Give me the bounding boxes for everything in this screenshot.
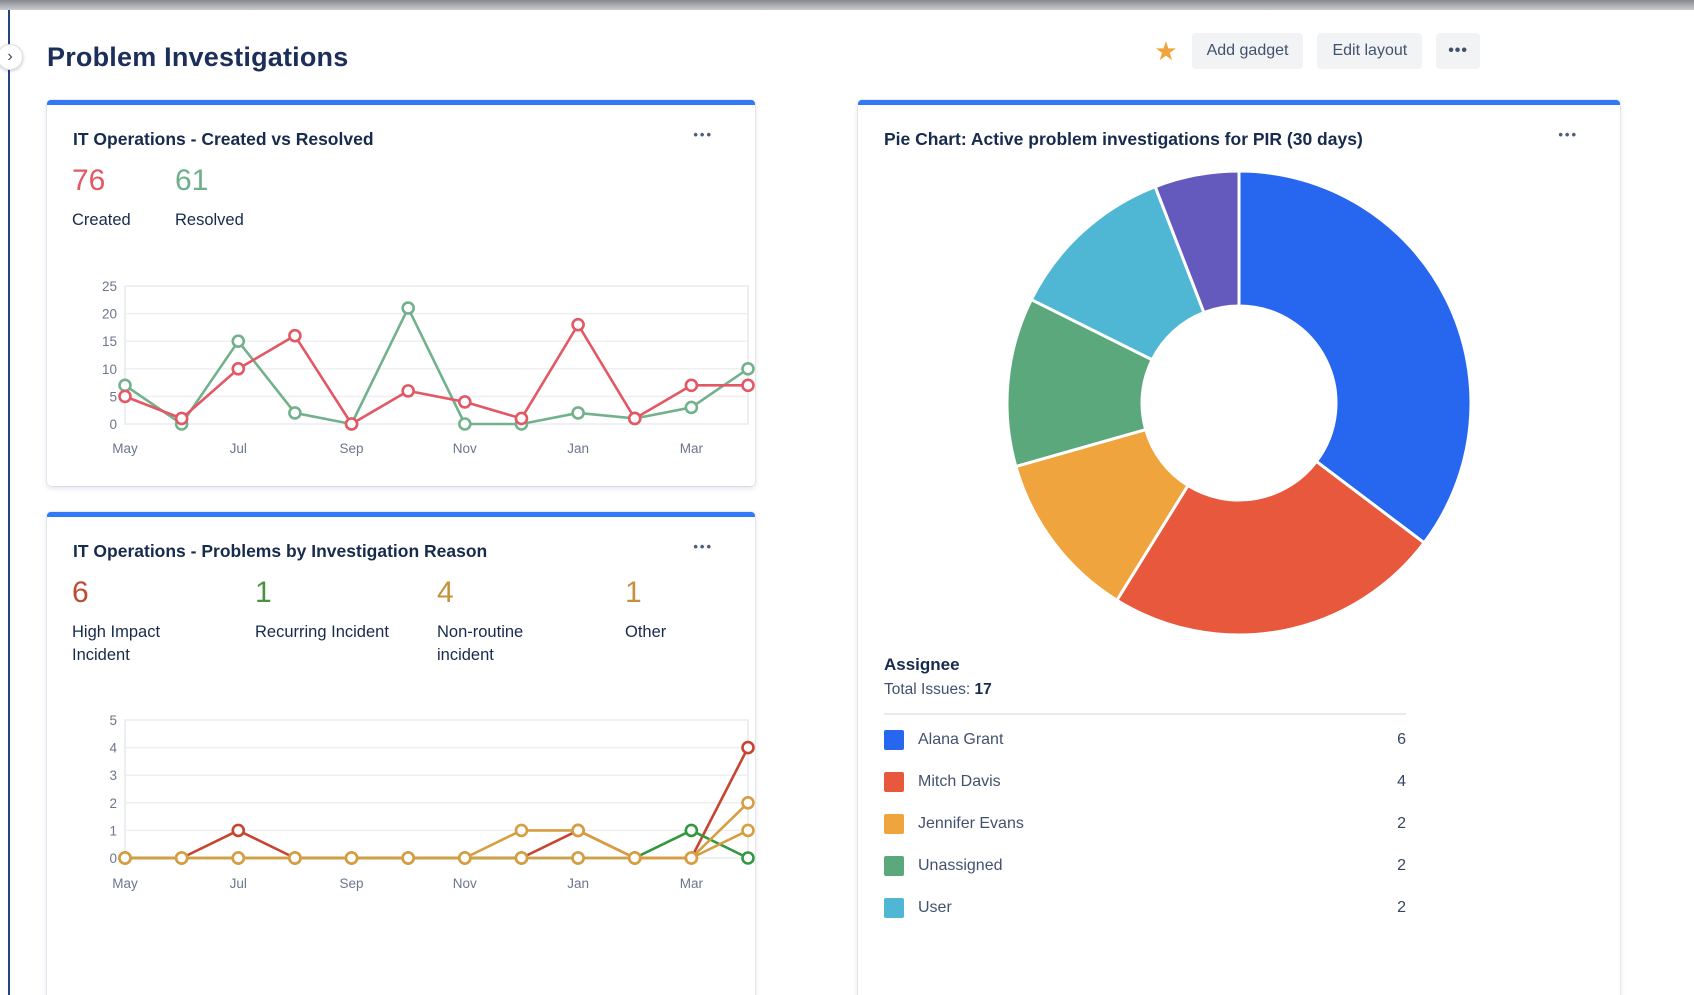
svg-text:2: 2 — [109, 796, 117, 811]
gadget-pie-chart: Pie Chart: Active problem investigations… — [858, 100, 1620, 995]
dashboard-header: Problem Investigations — [47, 42, 1654, 73]
legend-value: 2 — [1397, 857, 1406, 874]
gadget-problems-by-reason: IT Operations - Problems by Investigatio… — [47, 512, 755, 995]
svg-text:Jul: Jul — [230, 441, 247, 456]
svg-text:Jan: Jan — [567, 441, 589, 456]
legend-value: 2 — [1397, 899, 1406, 916]
add-gadget-button[interactable]: Add gadget — [1191, 33, 1304, 69]
stat-label: High Impact Incident — [72, 623, 161, 665]
legend-row[interactable]: User 2 — [884, 887, 1406, 929]
stat-value: 1 — [255, 576, 272, 609]
stat-label: Recurring Incident — [255, 623, 389, 641]
svg-text:Sep: Sep — [340, 876, 364, 891]
dashboard-toolbar: ★ Add gadget Edit layout ••• — [1154, 33, 1480, 69]
svg-text:10: 10 — [102, 362, 117, 377]
legend-label: User — [918, 899, 952, 916]
stat-high-impact: 6 High Impact Incident — [72, 575, 202, 667]
stat-recurring: 1 Recurring Incident — [255, 575, 389, 644]
sidebar-collapsed-rail — [8, 10, 10, 995]
legend-label: Alana Grant — [918, 731, 1004, 748]
total-issues: Total Issues: 17 — [884, 681, 1406, 699]
stat-value: 1 — [625, 576, 642, 609]
gadget-more-icon[interactable]: ••• — [693, 127, 713, 142]
stat-label: Resolved — [175, 211, 244, 229]
gadget-title: IT Operations - Problems by Investigatio… — [73, 541, 488, 561]
svg-text:Nov: Nov — [453, 441, 477, 456]
legend-divider — [884, 713, 1406, 715]
svg-text:1: 1 — [109, 823, 117, 838]
legend-color-swatch — [884, 898, 904, 918]
svg-text:Mar: Mar — [680, 441, 704, 456]
stat-value: 76 — [72, 164, 106, 197]
legend-color-swatch — [884, 772, 904, 792]
svg-text:5: 5 — [109, 713, 117, 728]
legend-value: 6 — [1397, 731, 1406, 748]
gadget-created-vs-resolved: IT Operations - Created vs Resolved ••• … — [47, 100, 755, 486]
donut-svg — [1005, 169, 1473, 637]
svg-text:May: May — [112, 441, 138, 456]
svg-text:Jan: Jan — [567, 876, 589, 891]
star-favorite-icon[interactable]: ★ — [1154, 36, 1178, 66]
stat-value: 4 — [437, 576, 454, 609]
svg-text:5: 5 — [109, 389, 117, 404]
svg-text:May: May — [112, 876, 138, 891]
svg-text:15: 15 — [102, 334, 117, 349]
legend-label: Mitch Davis — [918, 773, 1001, 790]
svg-text:0: 0 — [109, 417, 117, 432]
stat-value: 61 — [175, 164, 209, 197]
legend-row[interactable]: Jennifer Evans 2 — [884, 803, 1406, 845]
gadget-title: Pie Chart: Active problem investigations… — [884, 129, 1363, 149]
legend-rows: Alana Grant 6 Mitch Davis 4 Jennifer Evans 2 U… — [884, 719, 1406, 929]
legend-row[interactable]: Unassigned 2 — [884, 845, 1406, 887]
stats-row: 6 High Impact Incident 1 Recurring Incid… — [47, 575, 755, 685]
stat-non-routine: 4 Non-routine incident — [437, 575, 567, 667]
svg-text:Mar: Mar — [680, 876, 704, 891]
stat-label: Other — [625, 623, 667, 641]
svg-text:3: 3 — [109, 768, 117, 783]
chevron-right-icon: › — [7, 48, 13, 65]
legend-value: 2 — [1397, 815, 1406, 832]
window-top-edge — [0, 0, 1694, 10]
total-issues-label: Total Issues: — [884, 681, 971, 698]
legend-value: 4 — [1397, 773, 1406, 790]
stat-value: 6 — [72, 576, 89, 609]
stat-other: 1 Other — [625, 575, 666, 644]
stat-created: 76 Created — [72, 163, 131, 232]
stats-row: 76 Created 61 Resolved — [47, 163, 755, 273]
svg-text:Jul: Jul — [230, 876, 247, 891]
gadget-title: IT Operations - Created vs Resolved — [73, 129, 374, 149]
edit-layout-button[interactable]: Edit layout — [1317, 33, 1423, 69]
total-issues-value: 17 — [974, 681, 992, 698]
svg-text:20: 20 — [102, 307, 117, 322]
stat-label: Non-routine incident — [437, 623, 524, 665]
legend-row[interactable]: Alana Grant 6 — [884, 719, 1406, 761]
legend-label: Jennifer Evans — [918, 815, 1024, 832]
svg-text:0: 0 — [109, 851, 117, 866]
assignee-donut-chart — [994, 158, 1484, 648]
page-title: Problem Investigations — [47, 42, 349, 72]
pie-legend-block: Assignee Total Issues: 17 Alana Grant 6 Mi… — [884, 655, 1406, 929]
gadget-more-icon[interactable]: ••• — [1558, 127, 1578, 142]
legend-label: Unassigned — [918, 857, 1003, 874]
svg-text:4: 4 — [109, 741, 117, 756]
gadget-more-icon[interactable]: ••• — [693, 539, 713, 554]
legend-color-swatch — [884, 856, 904, 876]
svg-text:Sep: Sep — [340, 441, 364, 456]
legend-title: Assignee — [884, 655, 960, 674]
legend-color-swatch — [884, 814, 904, 834]
stat-label: Created — [72, 211, 131, 229]
stat-resolved: 61 Resolved — [175, 163, 244, 232]
legend-color-swatch — [884, 730, 904, 750]
sidebar-expand-button[interactable]: › — [0, 44, 23, 70]
svg-text:25: 25 — [102, 279, 117, 294]
dashboard-more-button[interactable]: ••• — [1436, 33, 1480, 69]
svg-text:Nov: Nov — [453, 876, 477, 891]
legend-row[interactable]: Mitch Davis 4 — [884, 761, 1406, 803]
